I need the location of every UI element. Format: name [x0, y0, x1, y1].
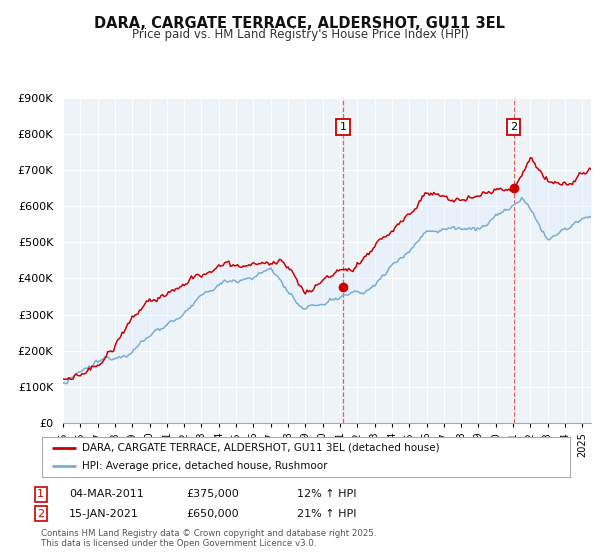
Text: HPI: Average price, detached house, Rushmoor: HPI: Average price, detached house, Rush…	[82, 461, 327, 471]
Text: 1: 1	[340, 122, 346, 132]
Text: 04-MAR-2011: 04-MAR-2011	[69, 489, 144, 500]
Text: DARA, CARGATE TERRACE, ALDERSHOT, GU11 3EL: DARA, CARGATE TERRACE, ALDERSHOT, GU11 3…	[95, 16, 505, 31]
Text: 1: 1	[37, 489, 44, 500]
Text: 2: 2	[37, 508, 44, 519]
Text: DARA, CARGATE TERRACE, ALDERSHOT, GU11 3EL (detached house): DARA, CARGATE TERRACE, ALDERSHOT, GU11 3…	[82, 443, 439, 452]
Text: This data is licensed under the Open Government Licence v3.0.: This data is licensed under the Open Gov…	[41, 539, 316, 548]
Text: 21% ↑ HPI: 21% ↑ HPI	[297, 508, 356, 519]
Text: Contains HM Land Registry data © Crown copyright and database right 2025.: Contains HM Land Registry data © Crown c…	[41, 529, 376, 538]
Text: £375,000: £375,000	[186, 489, 239, 500]
Text: £650,000: £650,000	[186, 508, 239, 519]
Text: 12% ↑ HPI: 12% ↑ HPI	[297, 489, 356, 500]
Text: 15-JAN-2021: 15-JAN-2021	[69, 508, 139, 519]
Text: 2: 2	[510, 122, 517, 132]
Text: Price paid vs. HM Land Registry's House Price Index (HPI): Price paid vs. HM Land Registry's House …	[131, 28, 469, 41]
